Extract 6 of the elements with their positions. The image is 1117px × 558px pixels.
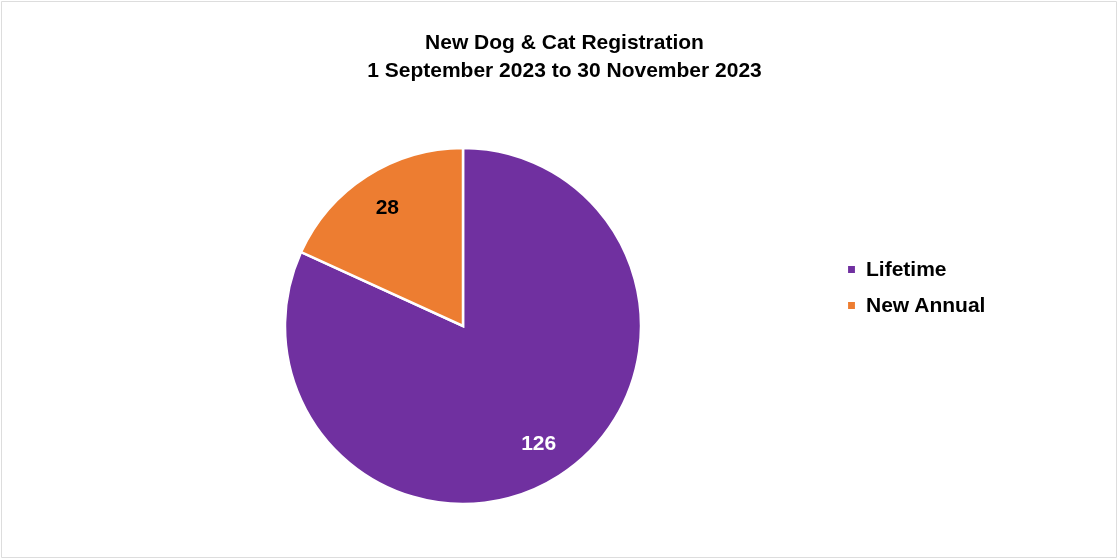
legend-label: New Annual <box>866 292 986 316</box>
chart-title: New Dog & Cat Registration 1 September 2023 to 30 November 2023 <box>367 30 762 81</box>
legend-label: Lifetime <box>866 256 947 280</box>
pie-slice <box>283 146 643 505</box>
data-label: 28 <box>375 195 400 219</box>
data-label: 126 <box>521 430 557 454</box>
